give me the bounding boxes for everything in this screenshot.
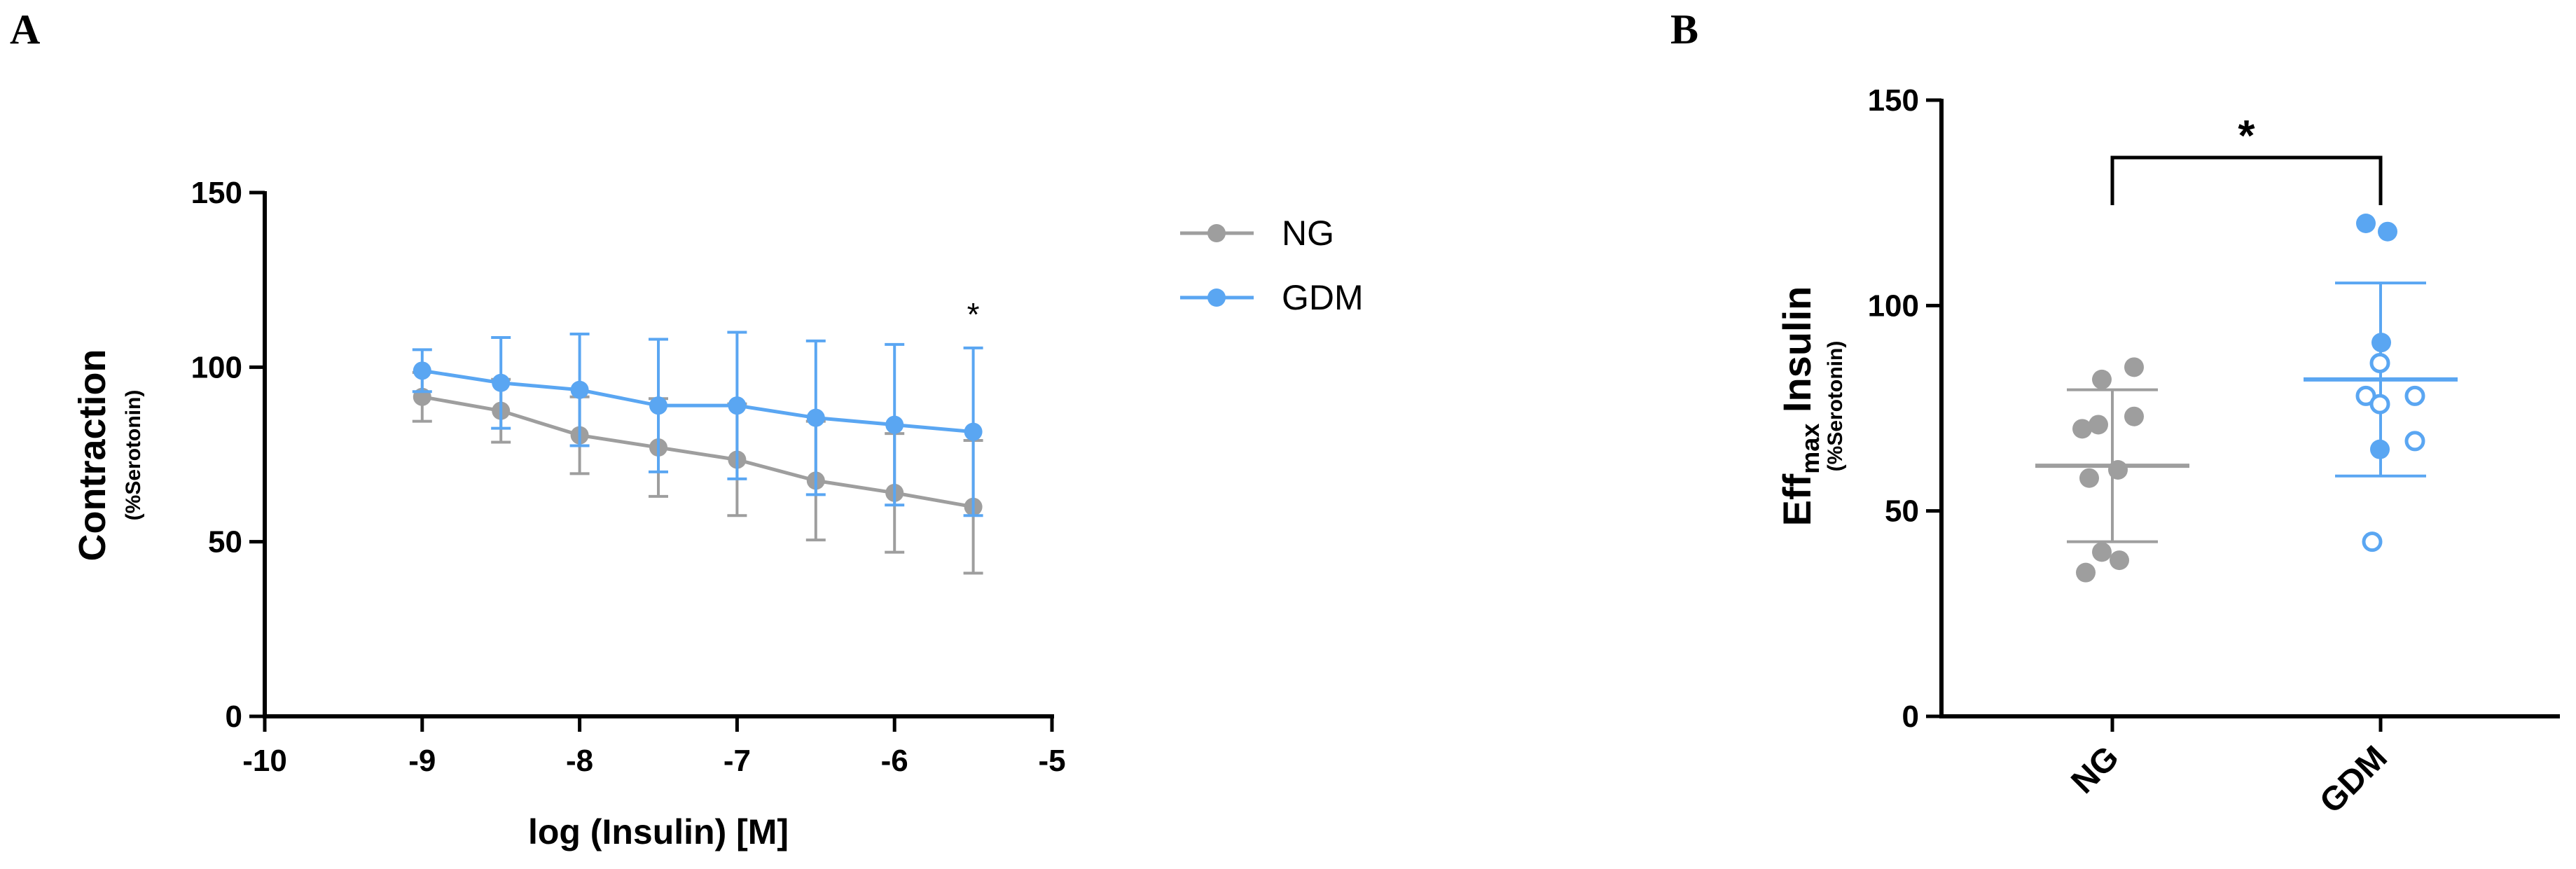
x-tick-label: GDM (2313, 739, 2395, 821)
data-point-gdm (2404, 385, 2425, 406)
y-axis-title: Effmax Insulin (1775, 286, 1824, 527)
data-point-gdm (413, 361, 431, 380)
data-point-gdm (2356, 214, 2376, 233)
legend-label-gdm: GDM (1282, 278, 1364, 317)
y-tick-label: 0 (226, 700, 242, 734)
y-tick-label: 100 (191, 350, 242, 384)
legend-marker-ng (1207, 224, 1226, 242)
data-point-gdm (2369, 352, 2390, 373)
data-point-ng (2110, 550, 2129, 571)
data-point-gdm (649, 396, 667, 415)
data-point-gdm (806, 408, 825, 427)
y-tick-label: 50 (1885, 494, 1919, 529)
x-tick-label: -8 (566, 744, 593, 778)
data-point-gdm (2371, 333, 2391, 353)
x-tick-label: -5 (1038, 744, 1065, 778)
panel-label-b: B (1670, 6, 1699, 53)
legend-label-ng: NG (1282, 214, 1334, 253)
data-point-ng (2072, 419, 2092, 439)
x-tick-label: -7 (723, 744, 751, 778)
data-point-gdm (2404, 431, 2425, 452)
chart-a: 0 50 100 150 -10 -9 -8 -7 -6 -5 log (Insulin) [M] C… (71, 176, 1066, 851)
data-point-ng (2108, 460, 2128, 480)
data-point-gdm (964, 422, 983, 441)
series-line-gdm (422, 368, 974, 434)
data-point-gdm (728, 396, 747, 415)
x-tick-label: -6 (881, 744, 908, 778)
panel-label-a: A (10, 6, 41, 53)
y-axis-subtitle: (%Serotonin) (1824, 341, 1847, 472)
significance-bracket (2110, 155, 2383, 205)
data-point-ng (2092, 369, 2112, 389)
x-tick-label: -10 (242, 744, 287, 778)
x-axis-title: log (Insulin) [M] (528, 812, 789, 851)
data-point-ng (2089, 415, 2108, 435)
data-point-gdm (492, 373, 511, 392)
y-tick-label: 100 (1868, 288, 1919, 323)
significance-star: * (967, 296, 980, 333)
data-point-ng (2076, 562, 2096, 583)
data-point-gdm (2369, 394, 2390, 415)
x-tick-label: -9 (408, 744, 436, 778)
x-tick-label: NG (2064, 739, 2126, 800)
data-point-gdm (2362, 531, 2383, 552)
y-axis-subtitle: (%Serotonin) (122, 390, 145, 521)
data-point-ng (2124, 357, 2144, 377)
data-point-gdm (2370, 439, 2390, 459)
data-point-gdm (570, 380, 589, 399)
data-point-ng (2124, 406, 2144, 426)
data-point-gdm (2378, 221, 2397, 242)
data-point-gdm (885, 415, 904, 434)
significance-star: * (2238, 112, 2255, 160)
series-line-ng (422, 395, 974, 509)
y-tick-label: 150 (1868, 83, 1919, 118)
legend-marker-gdm (1207, 288, 1226, 307)
data-point-ng (2079, 468, 2099, 488)
y-tick-label: 0 (1902, 700, 1919, 734)
data-point-ng (2092, 542, 2112, 562)
y-tick-label: 150 (191, 176, 242, 210)
y-tick-label: 50 (208, 525, 242, 559)
y-axis-title: Contraction (71, 349, 113, 562)
